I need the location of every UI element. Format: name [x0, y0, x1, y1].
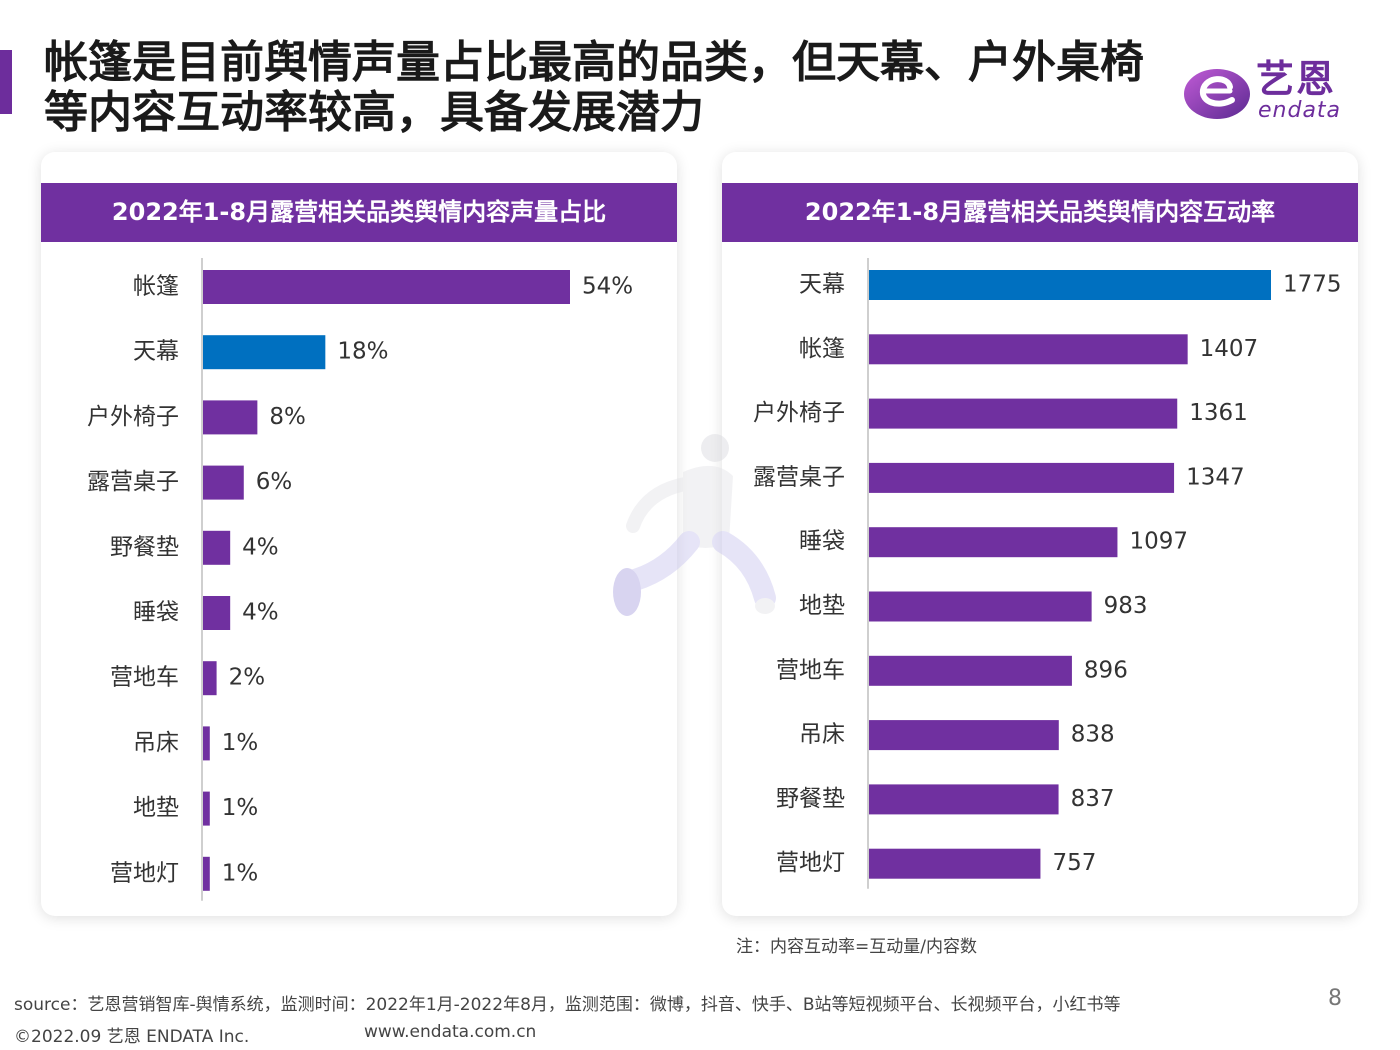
- logo-text-cn: 艺恩: [1256, 57, 1337, 101]
- value-label: 837: [1071, 786, 1115, 812]
- bar: [203, 530, 231, 565]
- value-label: 2%: [229, 665, 266, 691]
- value-label: 18%: [337, 339, 388, 365]
- category-label: 野餐垫: [776, 786, 845, 812]
- category-label: 露营桌子: [753, 464, 845, 490]
- bar: [869, 784, 1059, 815]
- category-label: 营地灯: [776, 850, 845, 876]
- value-label: 983: [1104, 593, 1148, 619]
- website-link[interactable]: www.endata.com.cn: [364, 1022, 537, 1042]
- runner-illustration-icon: [613, 434, 776, 616]
- category-label: 地垫: [133, 795, 179, 821]
- bar: [203, 856, 210, 891]
- logo-text-en: endata: [1258, 98, 1342, 123]
- value-label: 757: [1052, 850, 1096, 876]
- page-number: 8: [1328, 986, 1342, 1011]
- category-label: 睡袋: [799, 529, 845, 555]
- bar: [203, 335, 326, 370]
- value-label: 6%: [256, 469, 293, 495]
- value-label: 8%: [269, 404, 306, 430]
- interaction-bar-chart: 天幕 1775 帐篷 1407 户外椅子 1361 露营桌子 1347 睡袋 1097 地垫 983 营…: [753, 258, 1342, 889]
- bar: [869, 270, 1271, 300]
- value-label: 54%: [582, 274, 633, 300]
- bar: [203, 270, 570, 304]
- page-title: 帐篷是目前舆情声量占比最高的品类，但天幕、户外桌椅等内容互动率较高，具备发展潜力: [44, 37, 1144, 138]
- category-label: 野餐垫: [110, 534, 179, 560]
- bar: [203, 596, 231, 630]
- value-label: 1%: [222, 730, 259, 756]
- category-label: 营地车: [776, 657, 845, 683]
- category-label: 吊床: [133, 730, 179, 756]
- share-chart-title: 2022年1-8月露营相关品类舆情内容声量占比: [41, 183, 677, 242]
- share-chart-panel: 2022年1-8月露营相关品类舆情内容声量占比 帐篷 54% 天幕 18% 户外椅子 8%…: [41, 152, 677, 916]
- interaction-chart-title: 2022年1-8月露营相关品类舆情内容互动率: [722, 183, 1358, 242]
- chart-note: 注：内容互动率=互动量/内容数: [736, 937, 977, 957]
- value-label: 1347: [1186, 464, 1245, 490]
- bar: [203, 400, 258, 435]
- bar: [869, 591, 1092, 622]
- category-label: 营地灯: [110, 860, 179, 886]
- category-label: 睡袋: [133, 600, 179, 626]
- value-label: 1097: [1129, 529, 1188, 555]
- value-label: 4%: [242, 534, 279, 560]
- bar: [203, 726, 210, 761]
- value-label: 896: [1084, 657, 1128, 683]
- bar: [869, 720, 1059, 751]
- endata-e-logo-icon: [1184, 69, 1250, 119]
- category-label: 户外椅子: [87, 404, 179, 430]
- category-label: 天幕: [799, 272, 845, 298]
- category-label: 露营桌子: [87, 469, 179, 495]
- category-label: 帐篷: [799, 336, 845, 362]
- endata-logo: 艺恩 endata: [1182, 58, 1352, 122]
- category-label: 营地车: [110, 665, 179, 691]
- value-label: 1775: [1283, 272, 1342, 298]
- category-label: 户外椅子: [753, 400, 845, 426]
- bar: [869, 655, 1072, 686]
- bar: [869, 334, 1188, 365]
- value-label: 1361: [1189, 400, 1248, 426]
- category-label: 地垫: [799, 593, 845, 619]
- bar: [203, 661, 217, 696]
- interaction-chart-panel: 2022年1-8月露营相关品类舆情内容互动率 天幕 1775 帐篷 1407 户外椅子 1…: [722, 152, 1358, 916]
- category-label: 吊床: [799, 722, 845, 748]
- value-label: 1407: [1200, 336, 1259, 362]
- value-label: 838: [1071, 722, 1115, 748]
- value-label: 4%: [242, 600, 279, 626]
- value-label: 1%: [222, 795, 259, 821]
- share-bar-chart: 帐篷 54% 天幕 18% 户外椅子 8% 露营桌子 6% 野餐垫 4% 睡袋 4% 营地车 2% 吊床 1%…: [87, 258, 633, 901]
- value-label: 1%: [222, 860, 259, 886]
- title-accent-bar: [0, 50, 12, 114]
- bar: [869, 848, 1041, 879]
- bar: [203, 465, 244, 500]
- bar: [203, 791, 210, 826]
- bar: [869, 462, 1175, 493]
- source-text: source：艺恩营销智库-舆情系统，监测时间：2022年1月-2022年8月，…: [14, 995, 1121, 1015]
- category-label: 帐篷: [133, 274, 179, 300]
- bar: [869, 527, 1118, 558]
- copyright-text: ©2022.09 艺恩 ENDATA Inc.: [14, 1027, 250, 1047]
- category-label: 天幕: [133, 339, 179, 365]
- bar: [869, 398, 1178, 429]
